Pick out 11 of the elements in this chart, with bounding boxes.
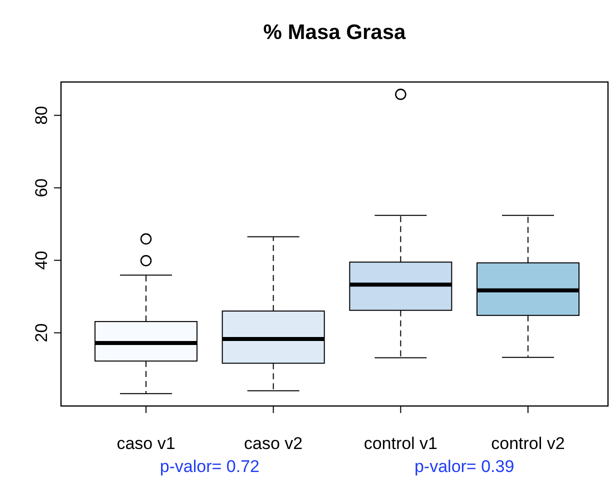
x-tick-label: caso v2	[244, 434, 303, 453]
chart-title: % Masa Grasa	[263, 21, 406, 44]
x-tick-label: control v1	[364, 434, 438, 453]
x-tick-label: control v2	[491, 434, 565, 453]
y-tick-label: 20	[32, 323, 51, 342]
x-tick-label: caso v1	[116, 434, 176, 453]
text: p-valor= 0.39	[414, 457, 514, 476]
y-tick-label: 60	[32, 178, 51, 198]
y-tick-label: 40	[32, 250, 51, 270]
text: p-valor= 0.72	[160, 457, 260, 476]
y-tick-label: 80	[32, 106, 51, 125]
